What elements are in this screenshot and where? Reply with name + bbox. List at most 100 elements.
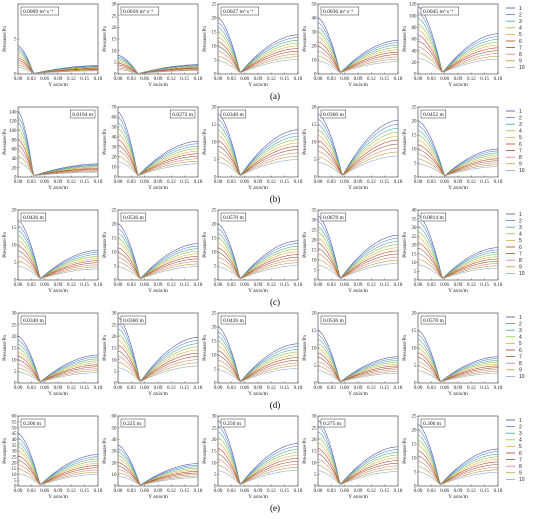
y-tick-label: 0	[414, 73, 417, 78]
series-line-8	[417, 46, 499, 73]
series-line-2	[117, 117, 199, 177]
series-line-5	[317, 36, 399, 73]
series-line-6	[417, 35, 499, 73]
series-line-3	[17, 230, 99, 279]
legend-label-9: 9	[519, 471, 522, 477]
x-tick-label: 0.09	[154, 180, 163, 185]
annotation-label: 0.0027 m³ s⁻¹	[223, 9, 254, 15]
legend-label-6: 6	[519, 39, 522, 45]
series-line-1	[17, 220, 99, 279]
y-tick-label: 30	[312, 31, 318, 36]
x-tick-label: 0.12	[167, 180, 176, 185]
series-line-6	[317, 448, 399, 485]
x-tick-label: 0.12	[367, 180, 376, 185]
y-tick-label: 0	[314, 176, 317, 181]
x-tick-label: 0.12	[467, 77, 476, 82]
series-line-9	[17, 367, 99, 383]
series-line-2	[117, 322, 199, 382]
x-tick-label: 0.09	[454, 283, 463, 288]
x-tick-label: 0.18	[494, 489, 503, 494]
y-tick-label: 15	[412, 252, 418, 257]
series-line-6	[117, 62, 199, 74]
series-line-4	[317, 232, 399, 279]
legend-label-2: 2	[519, 12, 522, 18]
y-axis-label: Pressure/Pa	[2, 232, 8, 258]
series-line-6	[417, 242, 499, 279]
x-tick-label: 0.18	[394, 77, 403, 82]
series-line-6	[17, 139, 98, 176]
x-tick-label: 0.00	[314, 386, 323, 391]
annotation-label: 0.0570 m	[223, 215, 245, 221]
y-tick-label: 10	[312, 461, 318, 466]
annotation-label: 0.0045 m³ s⁻¹	[423, 9, 454, 15]
series-line-9	[217, 261, 299, 279]
y-tick-label: 10	[112, 358, 118, 363]
series-line-1	[17, 433, 99, 485]
series-line-10	[117, 476, 199, 486]
subplot-7: 0.00 0.03 0.06 0.09 0.12 0.15 0.18 0 10 20 30 40 50 6…	[102, 106, 203, 191]
series-line-3	[317, 431, 399, 485]
legend-label-9: 9	[519, 265, 522, 271]
x-tick-label: 0.18	[494, 180, 503, 185]
y-tick-label: 15	[112, 347, 118, 352]
series-line-9	[117, 472, 199, 486]
series-line-7	[417, 455, 499, 485]
series-line-8	[217, 360, 299, 382]
legend-label-2: 2	[519, 115, 522, 121]
y-axis-label: Pressure/Pa	[302, 129, 308, 155]
x-axis-label: Y axis/m	[148, 288, 169, 294]
x-tick-label: 0.06	[40, 386, 49, 391]
series-line-8	[17, 363, 99, 383]
subplot-19: 0.00 0.03 0.06 0.09 0.12 0.15 0.18 0 5 10 15 20 Y ax…	[302, 312, 403, 397]
x-tick-label: 0.15	[280, 386, 289, 391]
y-tick-label: 10	[212, 45, 218, 50]
series-line-7	[217, 453, 299, 485]
series-line-8	[17, 62, 98, 74]
series-line-10	[417, 57, 499, 73]
y-axis-label: Pressure/Pa	[102, 438, 108, 464]
y-axis-label: Pressure/Pa	[402, 335, 408, 361]
series-line-5	[17, 55, 99, 74]
x-tick-label: 0.15	[480, 386, 489, 391]
annotation-box	[20, 315, 47, 325]
y-tick-label: 120	[409, 3, 417, 8]
series-line-4	[217, 32, 299, 73]
series-line-8	[117, 356, 199, 382]
x-tick-label: 0.03	[27, 180, 36, 185]
series-line-5	[17, 240, 99, 279]
series-line-4	[317, 343, 399, 383]
series-line-5	[417, 237, 499, 279]
x-tick-label: 0.12	[267, 283, 276, 288]
y-tick-label: 140	[9, 110, 17, 115]
y-tick-label: 15	[312, 450, 318, 455]
series-line-9	[117, 155, 199, 177]
y-tick-label: 0	[314, 73, 317, 78]
series-line-3	[217, 27, 299, 73]
y-tick-label: 5	[314, 269, 317, 274]
series-line-5	[217, 242, 299, 279]
series-line-7	[117, 350, 199, 382]
legend-label-5: 5	[519, 341, 522, 347]
series-line-6	[217, 140, 299, 176]
y-tick-label: 25	[112, 209, 118, 214]
x-tick-label: 0.06	[440, 283, 449, 288]
series-line-4	[17, 235, 99, 279]
series-line-6	[217, 350, 299, 382]
annotation-box	[320, 418, 346, 428]
series-line-1	[317, 113, 399, 175]
annotation-label: 0.0426 m	[223, 318, 245, 324]
series-line-10	[217, 470, 299, 485]
subplot-23: 0.00 0.03 0.06 0.09 0.12 0.15 0.18 0 5 10 15 20 25 30…	[202, 415, 303, 500]
x-axis-label: Y axis/m	[348, 185, 369, 191]
y-tick-label: 10	[112, 473, 118, 478]
y-tick-label: 10	[312, 259, 318, 264]
x-tick-label: 0.09	[454, 386, 463, 391]
y-axis-label: Pressure/Pa	[202, 335, 208, 361]
annotation-box	[420, 315, 447, 325]
x-tick-label: 0.06	[140, 386, 149, 391]
y-tick-label: 0	[414, 279, 417, 284]
y-tick-label: 20	[312, 106, 318, 111]
series-line-8	[117, 469, 199, 486]
y-tick-label: 25	[112, 323, 118, 328]
y-tick-label: 50	[312, 3, 318, 8]
